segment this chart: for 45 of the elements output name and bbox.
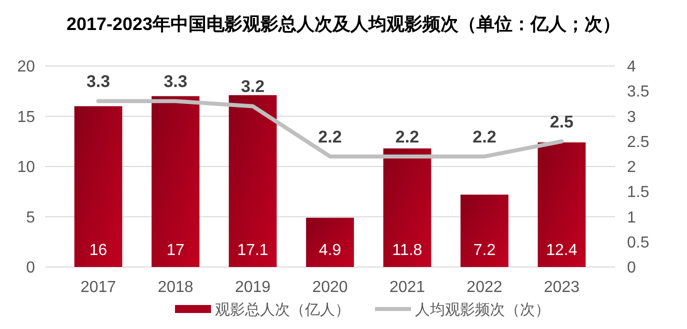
bar bbox=[306, 218, 354, 267]
y-tick-label: 15 bbox=[17, 108, 36, 126]
y2-tick-label: 1 bbox=[627, 209, 636, 226]
data-label: 2.2 bbox=[395, 127, 420, 146]
data-label: 17 bbox=[166, 242, 185, 259]
x-tick-label: 2018 bbox=[158, 279, 194, 296]
y-tick-label: 5 bbox=[26, 209, 36, 226]
y-tick-label: 0 bbox=[26, 260, 36, 277]
y2-tick-label: 3 bbox=[627, 108, 636, 126]
data-label: 11.8 bbox=[392, 242, 422, 259]
bar bbox=[383, 148, 432, 267]
data-label: 3.3 bbox=[164, 72, 188, 92]
x-tick-label: 2022 bbox=[466, 279, 502, 296]
data-label: 3.3 bbox=[86, 72, 110, 92]
chart-title: 2017-2023年中国电影观影总人次及人均观影频次（单位：亿人；次） bbox=[66, 14, 621, 34]
y2-tick-label: 2.5 bbox=[627, 134, 650, 151]
bar bbox=[460, 194, 508, 267]
data-label: 17.1 bbox=[237, 242, 268, 259]
y2-tick-label: 1.5 bbox=[627, 184, 650, 202]
y2-tick-label: 0 bbox=[627, 260, 636, 277]
y-tick-label: 10 bbox=[17, 159, 36, 176]
y2-tick-label: 0.5 bbox=[627, 234, 650, 252]
bar bbox=[228, 95, 277, 267]
bar bbox=[538, 142, 586, 267]
data-label: 3.2 bbox=[240, 77, 265, 96]
bar bbox=[152, 96, 200, 267]
legend-label: 人均观影频次（次） bbox=[415, 301, 550, 318]
x-tick-label: 2023 bbox=[544, 279, 580, 296]
data-label: 7.2 bbox=[473, 242, 496, 259]
y2-tick-label: 2 bbox=[627, 159, 636, 176]
data-label: 12.4 bbox=[546, 242, 578, 259]
bar bbox=[74, 106, 122, 267]
data-label: 4.9 bbox=[318, 242, 342, 259]
data-label: 2.2 bbox=[472, 127, 496, 146]
data-label: 2.5 bbox=[550, 112, 574, 132]
legend-label: 观影总人次（亿人） bbox=[215, 301, 350, 318]
x-tick-label: 2021 bbox=[389, 279, 426, 296]
y2-tick-label: 4 bbox=[627, 58, 636, 76]
y2-tick-label: 3.5 bbox=[627, 84, 650, 101]
data-label: 2.2 bbox=[318, 127, 342, 146]
x-tick-label: 2019 bbox=[234, 279, 271, 296]
data-label: 16 bbox=[89, 242, 108, 259]
x-tick-label: 2017 bbox=[80, 279, 116, 296]
x-tick-label: 2020 bbox=[312, 279, 348, 296]
y-tick-label: 20 bbox=[17, 58, 36, 76]
